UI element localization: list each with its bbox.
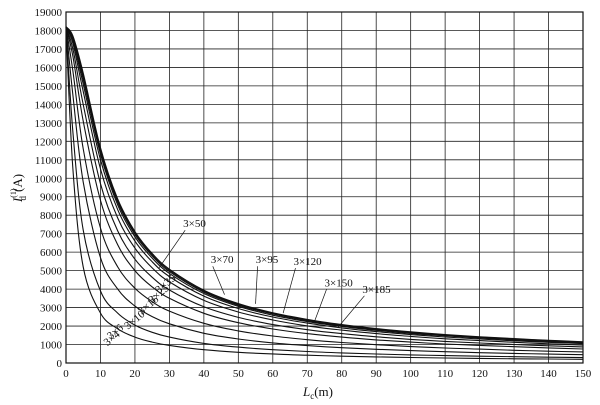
curve-label-leader	[338, 295, 365, 328]
x-tick-label: 0	[63, 368, 69, 380]
y-tick-label: 4000	[40, 284, 63, 296]
curve-label: 3×120	[293, 256, 322, 268]
curve-label: 3×185	[362, 284, 391, 296]
curve-label: 3×150	[325, 277, 354, 289]
y-tick-label: 12000	[35, 136, 63, 148]
x-tick-label: 20	[129, 368, 141, 380]
curve-label-leader	[158, 230, 186, 269]
series-line	[65, 26, 584, 359]
series-line	[65, 26, 584, 344]
y-tick-label: 11000	[35, 155, 63, 167]
series-line	[65, 26, 584, 353]
series-line	[65, 26, 584, 350]
y-tick-label: 9000	[40, 192, 63, 204]
y-tick-label: 3000	[40, 303, 63, 315]
series-line	[65, 26, 584, 348]
x-tick-label: 70	[302, 368, 314, 380]
y-tick-label: 19000	[35, 7, 63, 19]
grid	[65, 11, 584, 364]
y-tick-label: 14000	[35, 99, 63, 111]
x-tick-label: 80	[336, 368, 348, 380]
tick-labels: 0 10 20 30 40 50 60 70 80 90 100 110 120 130 140 150 0 10…	[35, 7, 592, 380]
x-tick-label: 150	[575, 368, 592, 380]
curve-label-leader	[212, 266, 225, 295]
y-tick-label: 10000	[35, 173, 63, 185]
y-tick-label: 1000	[40, 340, 63, 352]
y-tick-label: 17000	[35, 44, 63, 56]
curve-label-leader	[313, 289, 327, 323]
plot-frame	[65, 11, 584, 364]
y-tick-label: 8000	[40, 210, 63, 222]
x-tick-label: 50	[233, 368, 245, 380]
x-tick-label: 100	[402, 368, 419, 380]
y-tick-label: 2000	[40, 321, 63, 333]
curve-label-leader	[282, 267, 296, 314]
series-line	[65, 26, 584, 346]
curve-label: 3×50	[183, 218, 206, 230]
x-tick-label: 120	[471, 368, 488, 380]
x-tick-label: 130	[506, 368, 523, 380]
series-line	[65, 26, 584, 356]
x-axis-label: Lc(m)	[302, 384, 333, 401]
curve-label-leader	[255, 266, 258, 304]
curve-label: 3×70	[211, 254, 234, 266]
y-tick-label: 6000	[40, 247, 63, 259]
curves	[65, 26, 584, 360]
x-tick-label: 140	[540, 368, 557, 380]
y-tick-label: 15000	[35, 81, 63, 93]
x-tick-label: 30	[164, 368, 176, 380]
series-line	[65, 26, 584, 345]
x-tick-label: 40	[198, 368, 210, 380]
x-tick-label: 90	[371, 368, 383, 380]
series-line	[65, 26, 584, 343]
curve-label: 3×95	[256, 254, 279, 266]
y-tick-label: 0	[57, 358, 63, 370]
y-tick-label: 5000	[40, 266, 63, 278]
x-tick-label: 110	[437, 368, 454, 380]
y-axis-label: I(1)d(A)	[9, 174, 28, 203]
series-line	[65, 26, 584, 360]
y-tick-label: 7000	[40, 229, 63, 241]
x-tick-label: 10	[95, 368, 107, 380]
y-tick-label: 13000	[35, 118, 63, 130]
x-tick-label: 60	[267, 368, 279, 380]
y-tick-label: 16000	[35, 62, 63, 74]
y-tick-label: 18000	[35, 25, 63, 37]
